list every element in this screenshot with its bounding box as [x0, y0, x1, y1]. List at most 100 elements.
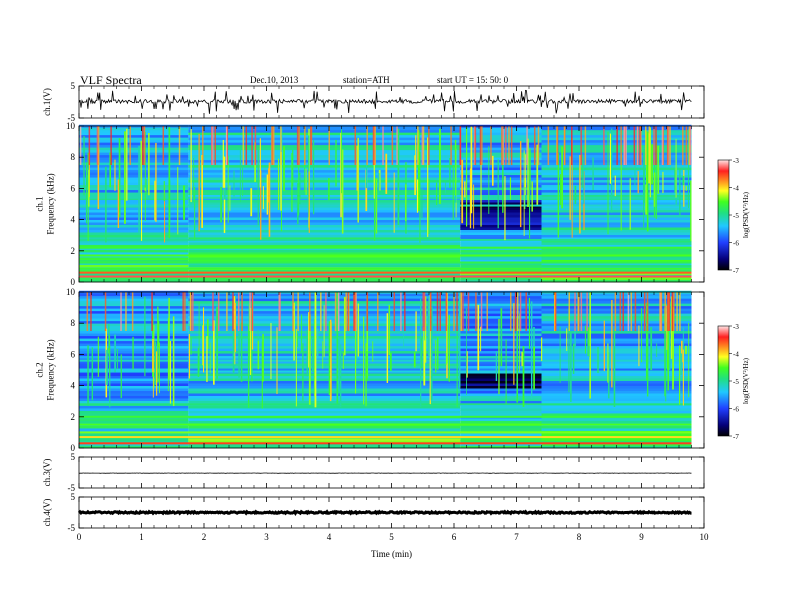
- sferic-streak: [297, 183, 299, 225]
- high-freq-burst: [556, 126, 558, 165]
- noise-row: [460, 410, 542, 414]
- sferic-streak: [276, 327, 278, 394]
- noise-row: [541, 328, 692, 332]
- noise-row: [79, 242, 189, 245]
- noise-row: [79, 149, 189, 153]
- sferic-streak: [645, 302, 648, 381]
- high-freq-burst: [79, 126, 82, 165]
- colorbar-tick-label: -6: [733, 240, 739, 248]
- noise-row: [460, 189, 542, 193]
- sferic-streak: [262, 186, 264, 210]
- noise-row: [541, 433, 692, 436]
- sferic-streak: [477, 304, 480, 371]
- high-freq-burst: [679, 292, 681, 331]
- sferic-streak: [108, 324, 110, 357]
- noise-row: [460, 217, 542, 220]
- sferic-streak: [223, 187, 226, 200]
- y-tick-label: 4: [71, 215, 76, 225]
- noise-row: [541, 418, 692, 421]
- sferic-streak: [154, 180, 156, 221]
- noise-row: [79, 164, 189, 168]
- high-freq-burst: [481, 126, 483, 165]
- high-freq-burst: [682, 126, 684, 165]
- noise-row: [79, 300, 189, 304]
- noise-row: [541, 192, 692, 196]
- sferic-streak: [240, 322, 243, 382]
- noise-row: [79, 224, 189, 228]
- noise-row: [79, 217, 189, 220]
- noise-row: [79, 318, 189, 322]
- sferic-streak: [519, 141, 522, 228]
- noise-row: [79, 147, 189, 151]
- noise-row: [460, 400, 542, 404]
- sferic-streak: [340, 132, 342, 218]
- noise-row: [541, 249, 692, 253]
- sferic-streak: [559, 326, 561, 383]
- high-freq-burst: [143, 126, 146, 165]
- high-freq-burst: [280, 126, 282, 165]
- high-freq-burst: [474, 126, 477, 165]
- frequency-band: [79, 359, 692, 362]
- high-freq-burst: [428, 126, 430, 165]
- sferic-streak: [569, 156, 571, 220]
- noise-row: [188, 295, 461, 299]
- noise-row: [541, 199, 692, 203]
- noise-row: [541, 363, 692, 367]
- noise-row: [79, 199, 189, 203]
- x-tick-label: 6: [452, 532, 457, 542]
- sferic-streak: [233, 170, 235, 197]
- high-freq-burst: [422, 292, 424, 331]
- sferic-streak: [157, 306, 159, 383]
- noise-row: [79, 259, 189, 263]
- sferic-streak: [335, 140, 337, 187]
- noise-row: [460, 164, 542, 168]
- high-freq-burst: [673, 292, 675, 331]
- noise-row: [541, 353, 692, 357]
- high-freq-burst: [320, 292, 322, 331]
- sferic-streak: [500, 327, 503, 354]
- sferic-streak: [118, 138, 121, 218]
- noise-row: [541, 440, 692, 444]
- noise-row: [188, 234, 461, 238]
- noise-row: [541, 413, 692, 416]
- y-tick-label: 2: [71, 246, 76, 256]
- high-freq-burst: [533, 126, 536, 165]
- frequency-band: [79, 415, 692, 418]
- noise-row: [188, 144, 461, 148]
- noise-row: [79, 325, 189, 329]
- noise-row: [188, 179, 461, 183]
- high-freq-burst: [636, 126, 639, 165]
- noise-row: [460, 279, 542, 283]
- noise-row: [541, 214, 692, 218]
- sferic-streak: [157, 320, 160, 348]
- sferic-streak: [415, 135, 417, 191]
- noise-row: [541, 438, 692, 441]
- noise-row: [460, 445, 542, 449]
- noise-row: [460, 214, 542, 218]
- noise-row: [188, 174, 461, 178]
- sferic-streak: [211, 342, 213, 366]
- sferic-streak: [222, 139, 224, 188]
- high-freq-burst: [505, 126, 507, 165]
- sferic-streak: [421, 337, 423, 369]
- sferic-streak: [488, 146, 490, 214]
- sferic-streak: [357, 137, 359, 223]
- sferic-streak: [683, 170, 685, 207]
- noise-row: [460, 277, 542, 280]
- sferic-streak: [522, 346, 525, 407]
- noise-row: [188, 428, 461, 431]
- sferic-streak: [524, 178, 526, 210]
- noise-row: [541, 345, 692, 349]
- high-freq-burst: [634, 292, 637, 331]
- noise-row: [460, 380, 542, 384]
- noise-row: [541, 172, 692, 176]
- noise-row: [188, 440, 461, 444]
- noise-row: [79, 408, 189, 411]
- noise-row: [460, 187, 542, 191]
- sferic-streak: [466, 351, 468, 378]
- noise-row: [79, 395, 189, 399]
- sferic-streak: [653, 172, 656, 207]
- noise-row: [541, 378, 692, 382]
- sferic-streak: [126, 128, 128, 201]
- y-axis-label: ch.2: [35, 362, 45, 377]
